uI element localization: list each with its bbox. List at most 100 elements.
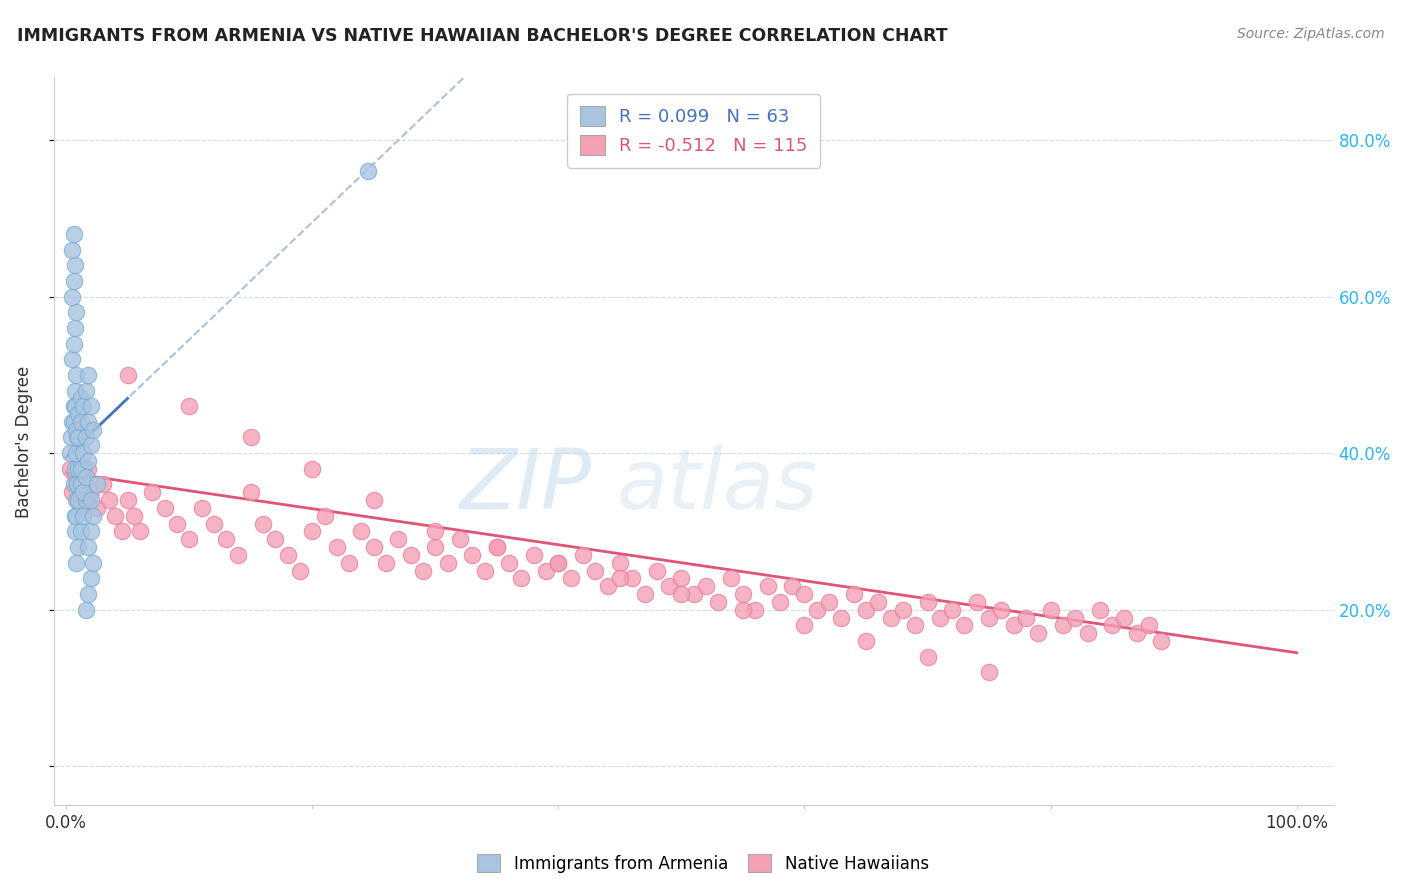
Point <box>744 603 766 617</box>
Point <box>72 446 94 460</box>
Point <box>63 469 86 483</box>
Point <box>356 164 378 178</box>
Point <box>904 618 927 632</box>
Point <box>60 430 83 444</box>
Point <box>731 587 754 601</box>
Point <box>658 579 681 593</box>
Point <box>682 587 704 601</box>
Point <box>399 548 422 562</box>
Point <box>63 384 86 398</box>
Point <box>780 579 803 593</box>
Point <box>65 493 87 508</box>
Point <box>301 524 323 539</box>
Point <box>62 477 84 491</box>
Point <box>77 368 100 382</box>
Point <box>928 610 950 624</box>
Point <box>350 524 373 539</box>
Point <box>917 595 939 609</box>
Point <box>86 500 108 515</box>
Point <box>70 392 93 406</box>
Point <box>60 290 83 304</box>
Point <box>461 548 484 562</box>
Point <box>793 587 815 601</box>
Point <box>387 533 409 547</box>
Point <box>67 493 90 508</box>
Point <box>179 533 201 547</box>
Point <box>1076 626 1098 640</box>
Point <box>1002 618 1025 632</box>
Point <box>82 423 104 437</box>
Point <box>67 540 90 554</box>
Point <box>707 595 730 609</box>
Point <box>80 571 103 585</box>
Point <box>66 430 89 444</box>
Point <box>63 258 86 272</box>
Point <box>65 368 87 382</box>
Point <box>830 610 852 624</box>
Point <box>62 415 84 429</box>
Point <box>122 508 145 523</box>
Point <box>65 556 87 570</box>
Point <box>855 634 877 648</box>
Point <box>363 493 385 508</box>
Point <box>75 493 97 508</box>
Point <box>977 610 1000 624</box>
Point <box>80 438 103 452</box>
Point <box>485 540 508 554</box>
Point <box>117 368 139 382</box>
Point <box>63 508 86 523</box>
Y-axis label: Bachelor's Degree: Bachelor's Degree <box>15 366 32 517</box>
Point <box>510 571 533 585</box>
Point <box>1039 603 1062 617</box>
Point <box>67 493 90 508</box>
Point <box>756 579 779 593</box>
Point <box>1052 618 1074 632</box>
Point <box>990 603 1012 617</box>
Point <box>966 595 988 609</box>
Legend: R = 0.099   N = 63, R = -0.512   N = 115: R = 0.099 N = 63, R = -0.512 N = 115 <box>567 94 821 168</box>
Point <box>425 524 447 539</box>
Point <box>1150 634 1173 648</box>
Text: ZIP: ZIP <box>460 444 592 525</box>
Point <box>59 446 82 460</box>
Point <box>609 571 631 585</box>
Point <box>75 430 97 444</box>
Point <box>1101 618 1123 632</box>
Point <box>560 571 582 585</box>
Point <box>609 556 631 570</box>
Point <box>363 540 385 554</box>
Point <box>1125 626 1147 640</box>
Point <box>572 548 595 562</box>
Point <box>855 603 877 617</box>
Point <box>769 595 792 609</box>
Point <box>62 336 84 351</box>
Point <box>596 579 619 593</box>
Point <box>1137 618 1160 632</box>
Point <box>104 508 127 523</box>
Point <box>65 446 87 460</box>
Point <box>80 524 103 539</box>
Point <box>941 603 963 617</box>
Point <box>70 477 93 491</box>
Point <box>77 587 100 601</box>
Point <box>66 477 89 491</box>
Point <box>65 305 87 319</box>
Point <box>252 516 274 531</box>
Point <box>731 603 754 617</box>
Point <box>337 556 360 570</box>
Point <box>202 516 225 531</box>
Point <box>917 649 939 664</box>
Point <box>91 477 114 491</box>
Point <box>239 485 262 500</box>
Point <box>1114 610 1136 624</box>
Point <box>80 399 103 413</box>
Point <box>73 477 96 491</box>
Point <box>412 564 434 578</box>
Point <box>621 571 644 585</box>
Point <box>1064 610 1087 624</box>
Point <box>326 540 349 554</box>
Point <box>80 493 103 508</box>
Point <box>75 469 97 483</box>
Point <box>633 587 655 601</box>
Point <box>842 587 865 601</box>
